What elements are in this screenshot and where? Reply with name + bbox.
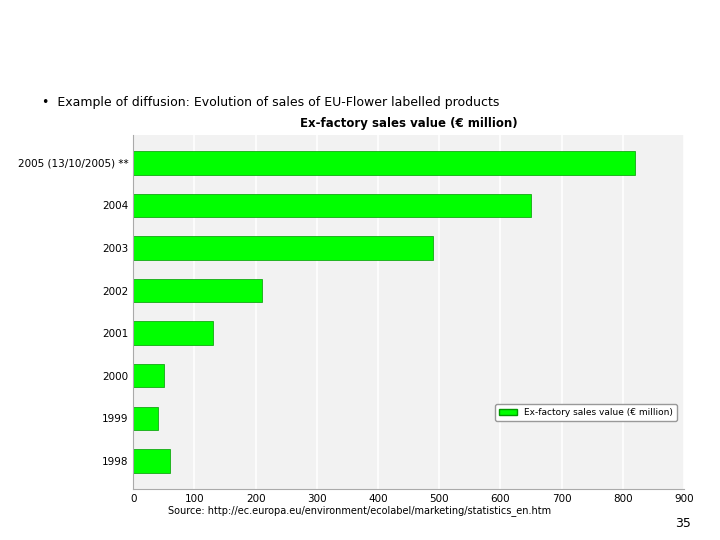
Legend: Ex-factory sales value (€ million): Ex-factory sales value (€ million) [495,404,677,421]
Bar [133,151,635,174]
Text: I.1 - Final consumers -  ISO-type I labels: I.1 - Final consumers - ISO-type I label… [162,32,665,52]
Text: •  Example of diffusion: Evolution of sales of EU-Flower labelled products: • Example of diffusion: Evolution of sal… [42,96,500,109]
Bar [133,449,170,472]
Text: Source: http://ec.europa.eu/environment/ecolabel/marketing/statistics_en.htm: Source: http://ec.europa.eu/environment/… [168,505,552,516]
Bar [133,321,213,345]
Bar [133,364,163,387]
Bar [133,194,531,217]
Bar [133,279,262,302]
Bar [133,237,433,260]
Text: 35: 35 [675,517,691,530]
Bar [133,407,158,430]
Title: Ex-factory sales value (€ million): Ex-factory sales value (€ million) [300,117,518,130]
